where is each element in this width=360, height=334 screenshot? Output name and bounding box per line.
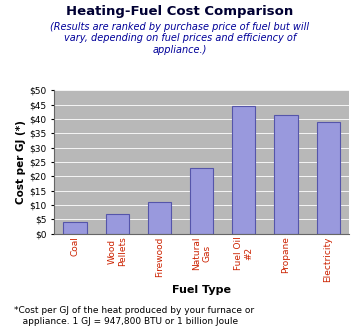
Y-axis label: Cost per GJ (*): Cost per GJ (*) [16, 120, 26, 204]
Text: *Cost per GJ of the heat produced by your furnace or
   appliance. 1 GJ = 947,80: *Cost per GJ of the heat produced by you… [14, 306, 255, 326]
Bar [316, 122, 340, 234]
Text: (Results are ranked by purchase price of fuel but will
vary, depending on fuel p: (Results are ranked by purchase price of… [50, 22, 310, 55]
Bar [148, 202, 171, 234]
Bar [190, 168, 213, 234]
Bar [63, 222, 87, 234]
Bar [274, 115, 297, 234]
X-axis label: Fuel Type: Fuel Type [172, 285, 231, 295]
Text: Heating-Fuel Cost Comparison: Heating-Fuel Cost Comparison [66, 5, 294, 18]
Bar [232, 106, 255, 234]
Bar [106, 214, 129, 234]
